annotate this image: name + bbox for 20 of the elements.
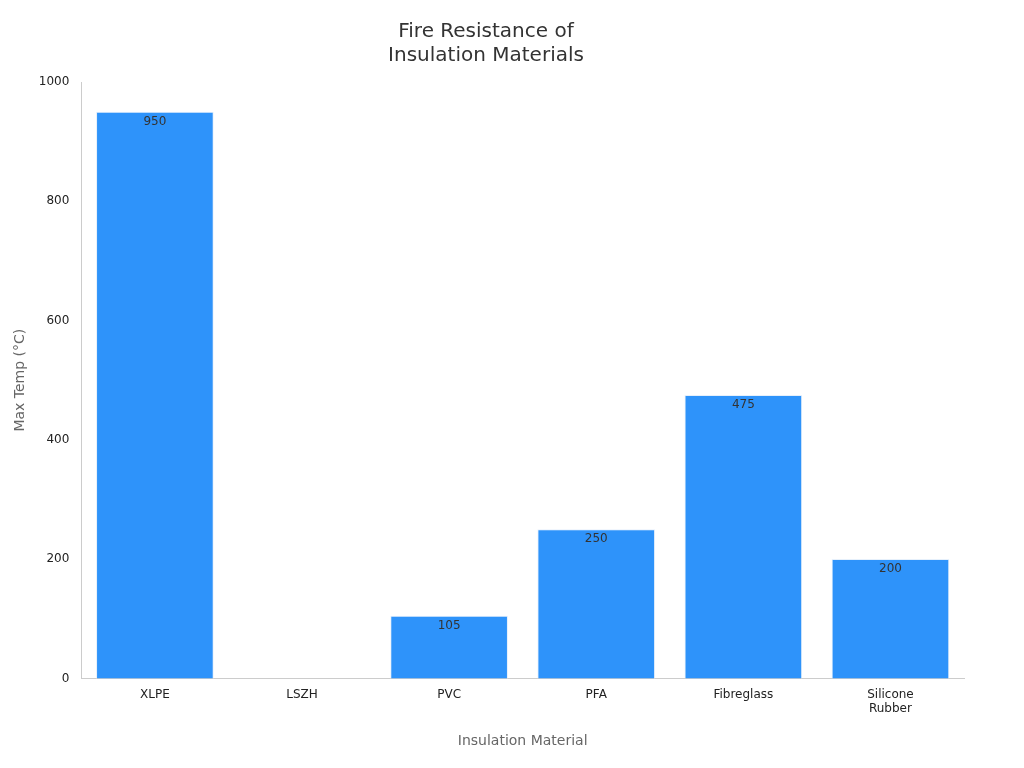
- x-tick-label: Fibreglass: [713, 686, 774, 701]
- data-label: 475: [731, 397, 755, 412]
- x-tick-label: LSZH: [286, 686, 318, 701]
- x-axis-title: Insulation Material: [457, 732, 588, 749]
- y-tick-label: 1000: [38, 74, 70, 89]
- y-tick-label: 800: [46, 193, 70, 208]
- y-axis-title: Max Temp (°C): [11, 328, 28, 432]
- data-label: 200: [878, 561, 902, 576]
- y-tick-label: 0: [61, 670, 70, 685]
- chart-title: Fire Resistance of Insulation Materials: [388, 18, 584, 67]
- data-label: 950: [143, 113, 167, 128]
- x-tick-label: PFA: [585, 686, 608, 701]
- data-label: 250: [584, 531, 608, 546]
- x-tick-label: PVC: [437, 686, 462, 701]
- y-tick-label: 200: [46, 551, 70, 566]
- data-label: 105: [437, 617, 461, 632]
- x-tick-label: XLPE: [140, 686, 170, 701]
- y-tick-label: 600: [46, 312, 70, 327]
- y-tick-label: 400: [46, 431, 70, 446]
- x-tick-label: Silicone Rubber: [867, 686, 914, 716]
